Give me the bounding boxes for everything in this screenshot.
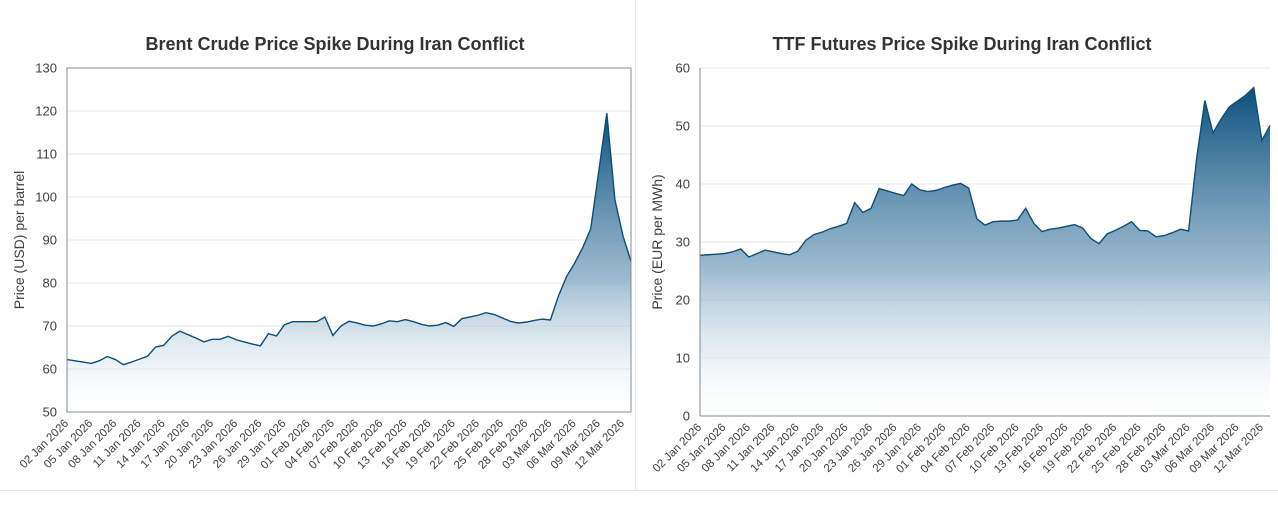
y-tick-label: 80 bbox=[43, 276, 57, 291]
y-tick-label: 50 bbox=[43, 405, 57, 420]
chart-title: Brent Crude Price Spike During Iran Conf… bbox=[145, 34, 525, 54]
y-tick-label: 130 bbox=[35, 61, 57, 76]
y-tick-label: 60 bbox=[676, 61, 690, 76]
y-tick-label: 110 bbox=[36, 147, 57, 162]
y-axis-label: Price (EUR per MWh) bbox=[649, 174, 665, 309]
y-tick-label: 100 bbox=[35, 190, 57, 205]
divider bbox=[0, 490, 1278, 491]
y-axis-label: Price (USD) per barrel bbox=[11, 171, 27, 309]
y-tick-label: 20 bbox=[676, 293, 690, 308]
y-tick-label: 30 bbox=[676, 235, 690, 250]
y-tick-label: 90 bbox=[43, 233, 57, 248]
price-area bbox=[700, 87, 1270, 416]
y-tick-label: 40 bbox=[676, 177, 690, 192]
price-line bbox=[699, 86, 1271, 258]
y-tick-label: 10 bbox=[676, 351, 690, 366]
y-tick-label: 70 bbox=[43, 319, 57, 334]
price-area bbox=[67, 113, 631, 413]
y-tick-label: 0 bbox=[683, 409, 690, 424]
plot-frame bbox=[66, 67, 632, 413]
y-tick-label: 60 bbox=[43, 362, 57, 377]
brent-chart: 50 60 70 80 90 100 110 120 130 Price (USD) per ba… bbox=[11, 61, 632, 472]
brent-chart-panel: Brent Crude Price Spike During Iran Conf… bbox=[0, 0, 636, 490]
y-tick-label: 50 bbox=[676, 119, 690, 134]
ttf-chart-panel: TTF Futures Price Spike During Iran Conf… bbox=[636, 0, 1278, 490]
chart-title: TTF Futures Price Spike During Iran Conf… bbox=[772, 34, 1152, 54]
y-tick-label: 120 bbox=[35, 104, 57, 119]
price-line bbox=[66, 113, 632, 366]
